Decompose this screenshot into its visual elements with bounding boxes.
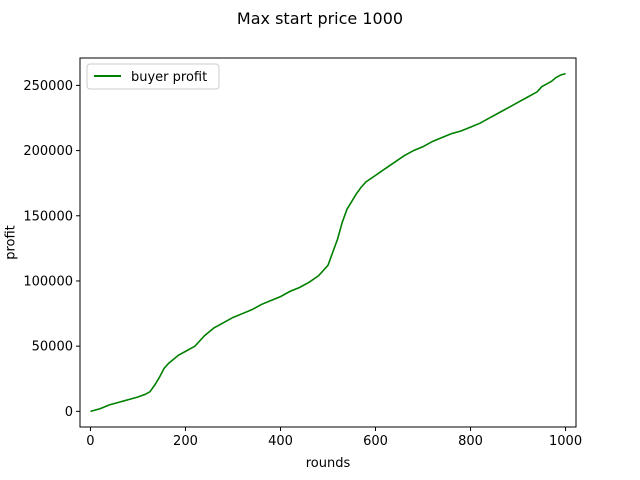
y-tick-label: 100000 [23,274,73,289]
chart-title: Max start price 1000 [237,9,403,28]
plot-frame [79,57,577,428]
axis-ticks: 0 200 400 600 800 1000 0 50000 100000 150000 20000… [23,79,582,449]
x-tick-label: 400 [268,434,293,449]
x-tick-label: 800 [458,434,483,449]
y-tick-label: 150000 [23,209,73,224]
x-tick-label: 1000 [549,434,582,449]
legend-label-buyer-profit: buyer profit [131,70,207,85]
series-line-buyer-profit [90,72,566,413]
y-tick-label: 50000 [32,340,73,355]
x-axis-label: rounds [306,456,351,471]
x-tick-label: 600 [363,434,388,449]
y-tick-label: 200000 [23,144,73,159]
y-tick-label: 0 [65,405,73,420]
legend: buyer profit [86,63,220,90]
x-tick-label: 200 [173,434,198,449]
y-axis-label: profit [4,225,19,260]
y-tick-label: 250000 [23,79,73,94]
legend-box [86,63,220,90]
x-tick-label: 0 [86,434,94,449]
